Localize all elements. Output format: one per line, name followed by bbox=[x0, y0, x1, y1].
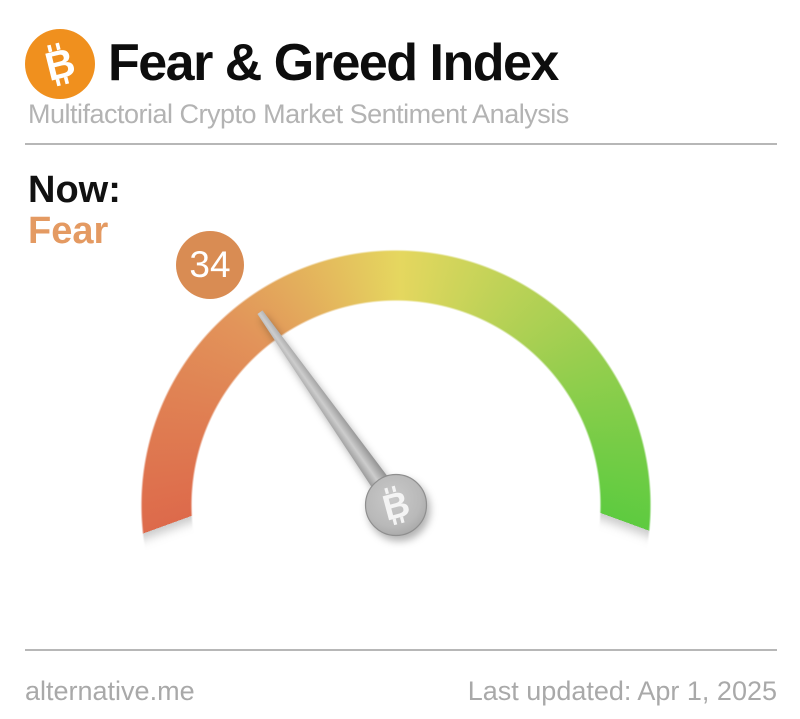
gauge-needle bbox=[257, 310, 405, 512]
header-divider bbox=[25, 143, 777, 145]
footer-divider bbox=[25, 649, 777, 651]
bitcoin-icon: B bbox=[25, 29, 95, 99]
source-link[interactable]: alternative.me bbox=[25, 676, 195, 706]
status-label: Now: bbox=[28, 169, 121, 211]
value-badge: 34 bbox=[176, 231, 244, 299]
page-subtitle: Multifactorial Crypto Market Sentiment A… bbox=[28, 99, 569, 129]
bitcoin-icon-circle bbox=[25, 29, 95, 99]
last-updated: Last updated: Apr 1, 2025 bbox=[467, 676, 777, 706]
gauge: B bbox=[0, 220, 800, 660]
gauge-pivot-coin: B bbox=[364, 473, 428, 537]
gauge-arc bbox=[0, 220, 800, 660]
page-title: Fear & Greed Index bbox=[108, 34, 559, 92]
gauge-needle-layer: B bbox=[257, 310, 428, 537]
